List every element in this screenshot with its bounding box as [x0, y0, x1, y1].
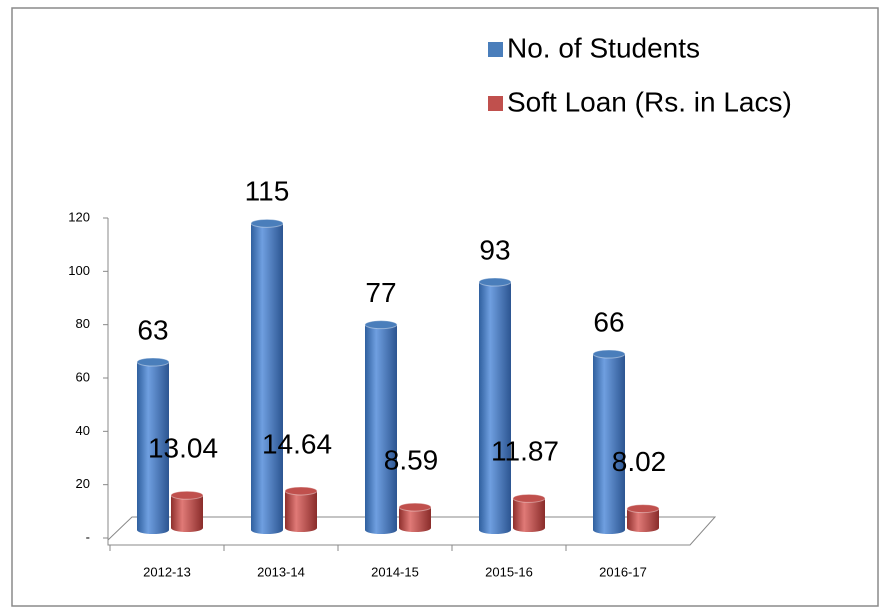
value-label: 8.02 — [612, 446, 667, 477]
bar-cap — [592, 349, 626, 359]
value-label: 93 — [479, 234, 510, 265]
bar-cap — [284, 486, 318, 496]
y-tick-label: 20 — [76, 476, 90, 491]
x-tick-label: 2015-16 — [485, 564, 533, 579]
value-label: 13.04 — [148, 433, 218, 464]
legend-swatch — [488, 42, 503, 57]
bar — [627, 508, 659, 528]
value-label: 66 — [593, 306, 624, 337]
x-tick-label: 2013-14 — [257, 564, 305, 579]
value-label: 77 — [365, 277, 396, 308]
bar — [171, 495, 203, 528]
x-tick-label: 2012-13 — [143, 564, 191, 579]
y-tick-label: 60 — [76, 369, 90, 384]
y-tick-label: 120 — [68, 209, 90, 224]
bar-cap — [398, 502, 432, 512]
legend-label: No. of Students — [507, 32, 700, 63]
value-label: 63 — [137, 314, 168, 345]
bar — [479, 282, 511, 530]
value-label: 14.64 — [262, 428, 332, 459]
legend-swatch — [488, 96, 503, 111]
y-tick-label: 100 — [68, 263, 90, 278]
bar — [137, 362, 169, 530]
y-tick-label: 40 — [76, 423, 90, 438]
bar-cap — [170, 490, 204, 500]
y-tick-label: 80 — [76, 316, 90, 331]
bar — [285, 490, 317, 528]
bar — [251, 223, 283, 531]
bar-cap — [136, 357, 170, 367]
value-label: 115 — [245, 176, 290, 207]
bar-cap — [626, 504, 660, 514]
y-tick-label: - — [86, 529, 90, 544]
x-tick-label: 2016-17 — [599, 564, 647, 579]
bar-cap — [364, 320, 398, 330]
bar — [513, 498, 545, 528]
legend-label: Soft Loan (Rs. in Lacs) — [507, 86, 792, 117]
bar — [365, 324, 397, 530]
bar — [399, 507, 431, 528]
bar — [593, 354, 625, 530]
x-tick-label: 2014-15 — [371, 564, 419, 579]
value-label: 8.59 — [384, 444, 439, 475]
bar-cap — [512, 493, 546, 503]
bar-cap — [478, 277, 512, 287]
bar-cap — [250, 218, 284, 228]
value-label: 11.87 — [491, 436, 559, 467]
